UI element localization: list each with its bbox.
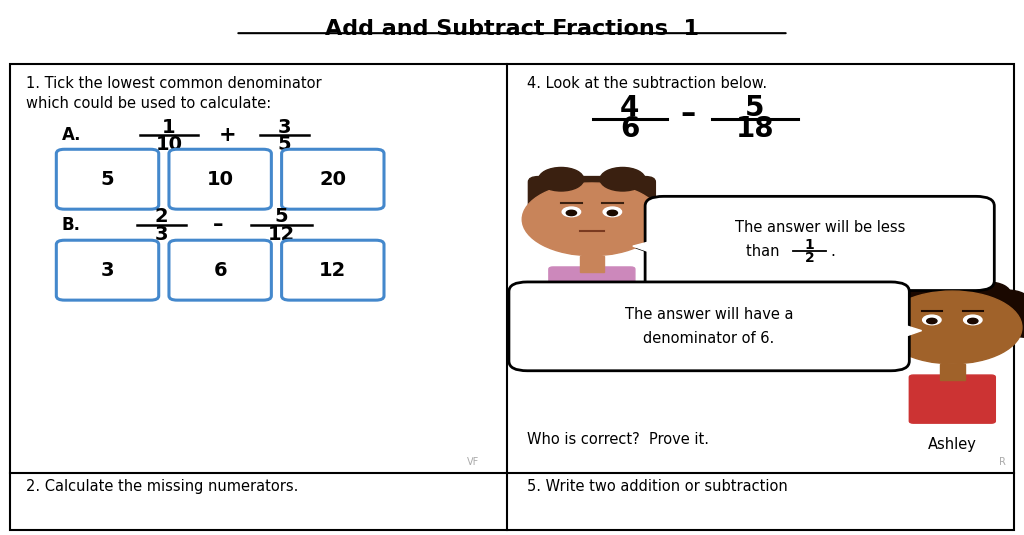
FancyBboxPatch shape (940, 364, 965, 380)
Circle shape (603, 207, 622, 217)
Circle shape (968, 318, 978, 324)
Text: than: than (745, 244, 784, 259)
FancyBboxPatch shape (56, 149, 159, 209)
FancyBboxPatch shape (909, 375, 995, 423)
Circle shape (562, 207, 581, 217)
Circle shape (894, 282, 939, 305)
Text: 3: 3 (278, 118, 292, 137)
FancyBboxPatch shape (282, 149, 384, 209)
Text: 3: 3 (100, 261, 115, 280)
Text: 5. Write two addition or subtraction: 5. Write two addition or subtraction (527, 479, 788, 494)
Text: 4. Look at the subtraction below.: 4. Look at the subtraction below. (527, 76, 767, 91)
Text: –: – (213, 215, 223, 235)
Text: VF: VF (467, 456, 479, 467)
Polygon shape (633, 238, 664, 257)
Text: 18: 18 (735, 116, 774, 143)
Text: 2. Calculate the missing numerators.: 2. Calculate the missing numerators. (26, 479, 298, 494)
Text: 5: 5 (100, 170, 115, 189)
Circle shape (927, 318, 937, 324)
Text: –: – (681, 99, 695, 128)
Circle shape (539, 167, 584, 191)
Text: A.: A. (61, 126, 81, 144)
Text: 2: 2 (155, 207, 169, 226)
Circle shape (861, 301, 906, 325)
Circle shape (927, 276, 978, 302)
Text: The answer will be less: The answer will be less (734, 220, 905, 235)
Text: 3: 3 (155, 225, 169, 244)
Text: 10: 10 (156, 135, 182, 154)
Circle shape (522, 183, 662, 256)
Text: 5: 5 (744, 94, 765, 122)
Text: .: . (829, 244, 835, 259)
Text: 4: 4 (621, 94, 639, 122)
Circle shape (883, 291, 1022, 364)
Text: 5: 5 (274, 207, 289, 226)
Text: 10: 10 (207, 170, 233, 189)
FancyBboxPatch shape (282, 240, 384, 300)
Text: 12: 12 (268, 225, 295, 244)
FancyBboxPatch shape (169, 240, 271, 300)
FancyBboxPatch shape (509, 282, 909, 371)
Text: 5: 5 (278, 135, 292, 154)
Text: Simone: Simone (564, 329, 620, 344)
Text: R: R (998, 456, 1006, 467)
Text: 1. Tick the lowest common denominator: 1. Tick the lowest common denominator (26, 76, 322, 91)
Text: Add and Subtract Fractions  1: Add and Subtract Fractions 1 (325, 19, 699, 39)
Text: +: + (218, 125, 237, 145)
Text: which could be used to calculate:: which could be used to calculate: (26, 96, 271, 111)
Text: 2: 2 (805, 251, 814, 265)
Text: B.: B. (61, 216, 81, 234)
Circle shape (985, 290, 1024, 314)
Text: denominator of 6.: denominator of 6. (643, 331, 775, 346)
Text: 1: 1 (162, 118, 176, 137)
Text: 6: 6 (621, 116, 639, 143)
Text: Ashley: Ashley (928, 437, 977, 452)
Circle shape (566, 210, 577, 216)
FancyBboxPatch shape (10, 64, 1014, 530)
Text: 1: 1 (805, 238, 814, 252)
Circle shape (998, 301, 1024, 325)
Circle shape (856, 314, 901, 337)
Circle shape (874, 290, 920, 314)
Circle shape (1004, 314, 1024, 337)
FancyBboxPatch shape (56, 240, 159, 300)
Text: 6: 6 (213, 261, 227, 280)
Circle shape (964, 315, 982, 325)
Polygon shape (891, 321, 922, 341)
FancyBboxPatch shape (645, 196, 994, 291)
FancyBboxPatch shape (580, 256, 604, 272)
Circle shape (918, 278, 963, 301)
Text: 20: 20 (319, 170, 346, 189)
FancyBboxPatch shape (549, 267, 635, 315)
Circle shape (942, 278, 987, 301)
FancyBboxPatch shape (528, 177, 655, 219)
Circle shape (923, 315, 941, 325)
Circle shape (600, 167, 645, 191)
Circle shape (966, 282, 1011, 305)
Text: Who is correct?  Prove it.: Who is correct? Prove it. (527, 432, 710, 447)
Circle shape (607, 210, 617, 216)
Text: The answer will have a: The answer will have a (625, 307, 794, 322)
Text: 12: 12 (319, 261, 346, 280)
FancyBboxPatch shape (169, 149, 271, 209)
